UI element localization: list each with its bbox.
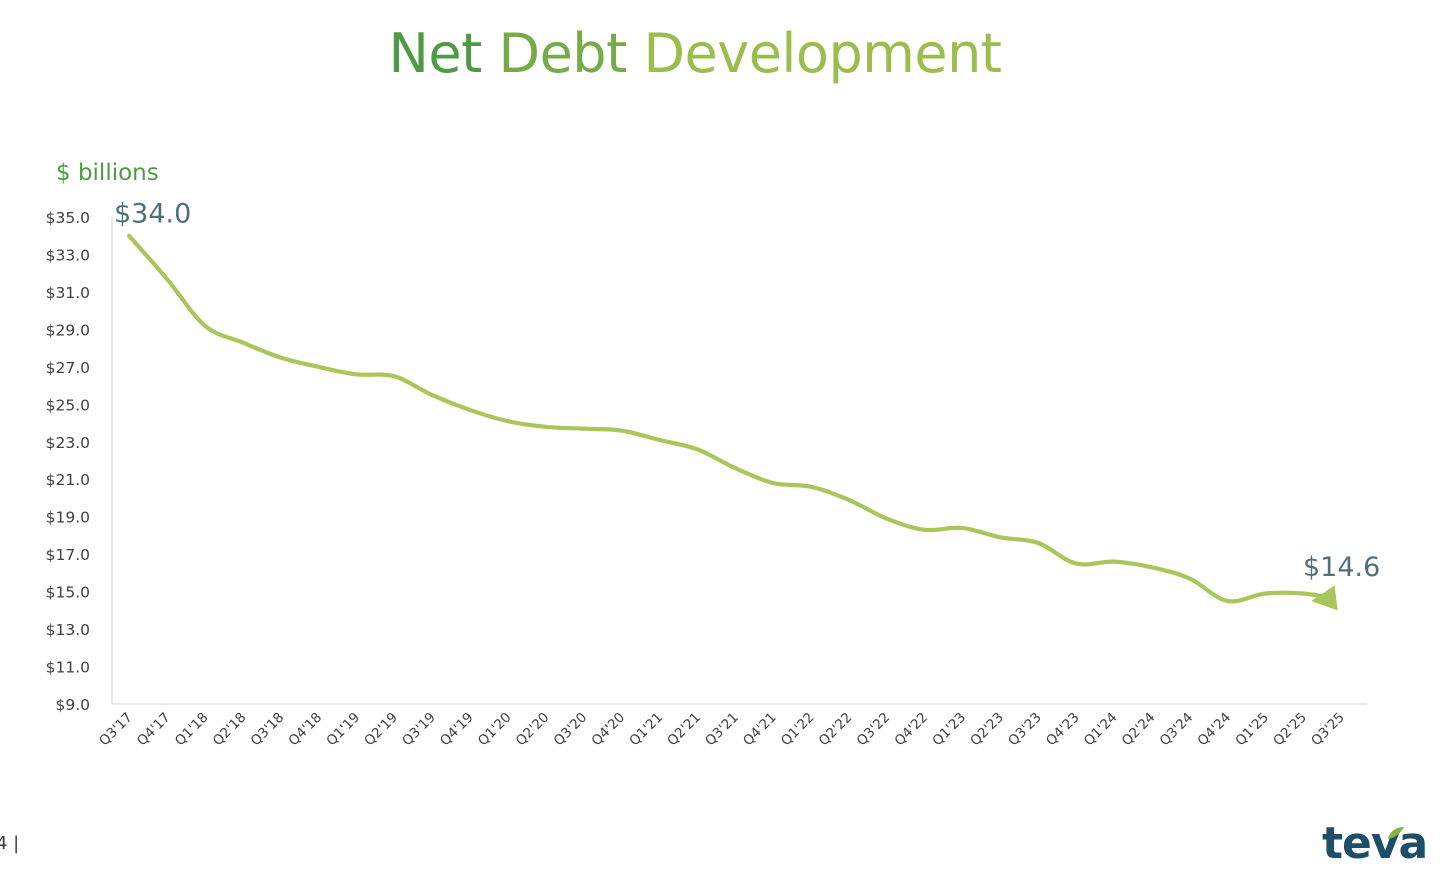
x-tick-label: Q2'19 [361, 710, 401, 750]
chart-axes [111, 217, 1367, 705]
title-word-2: Debt [498, 22, 628, 85]
annotations-group: $34.0 $14.6 [114, 199, 1380, 583]
x-tick-label: Q4'19 [437, 710, 477, 750]
x-tick-label: Q2'21 [664, 710, 704, 750]
x-tick-label: Q2'24 [1119, 710, 1159, 750]
logo-leaf-icon [1388, 827, 1404, 839]
teva-logo: teva [1322, 818, 1428, 869]
x-tick-label: Q4'22 [892, 710, 932, 750]
y-tick-label: $9.0 [55, 696, 90, 714]
title-word-3: Development [643, 22, 1002, 85]
x-tick-label: Q1'23 [929, 710, 969, 750]
x-tick-label: Q2'23 [967, 710, 1007, 750]
page-number: 4 | [0, 833, 20, 854]
y-tick-label: $35.0 [46, 209, 90, 227]
x-tick-label: Q2'25 [1270, 710, 1310, 750]
y-tick-label: $29.0 [46, 321, 90, 339]
net-debt-series-line [126, 233, 1338, 611]
x-tick-label: Q3'23 [1005, 710, 1045, 750]
y-axis-ticks: $9.0 $11.0 $13.0 $15.0 $17.0 $19.0 $21.0 $23.0 $… [46, 209, 90, 714]
x-tick-label: Q1'25 [1232, 710, 1272, 750]
y-tick-label: $31.0 [46, 284, 90, 302]
y-tick-label: $25.0 [46, 396, 90, 414]
y-tick-label: $21.0 [46, 471, 90, 489]
x-tick-label: Q3'25 [1308, 710, 1348, 750]
x-tick-label: Q3'19 [399, 710, 439, 750]
x-tick-label: Q2'18 [210, 710, 250, 750]
end-value-label: $14.6 [1303, 552, 1380, 583]
x-tick-label: Q3'21 [702, 710, 742, 750]
y-tick-label: $27.0 [46, 359, 90, 377]
y-axis-unit-label: $ billions [56, 160, 159, 186]
x-tick-label: Q2'20 [513, 710, 553, 750]
x-tick-label: Q3'17 [96, 710, 136, 750]
x-tick-label: Q4'24 [1195, 710, 1235, 750]
y-tick-label: $17.0 [46, 546, 90, 564]
x-axis-ticks: Q3'17Q4'17Q1'18Q2'18Q3'18Q4'18Q1'19Q2'19… [96, 710, 1348, 750]
x-tick-label: Q4'23 [1043, 710, 1083, 750]
start-value-label: $34.0 [114, 199, 191, 230]
x-tick-label: Q3'18 [248, 710, 288, 750]
x-tick-label: Q2'22 [816, 710, 856, 750]
x-tick-label: Q3'22 [854, 710, 894, 750]
x-tick-label: Q3'20 [551, 710, 591, 750]
series-group [126, 233, 1338, 611]
x-tick-label: Q4'17 [134, 710, 174, 750]
x-tick-label: Q4'21 [740, 710, 780, 750]
x-tick-label: Q4'18 [286, 710, 326, 750]
y-tick-label: $15.0 [46, 584, 90, 602]
x-tick-label: Q1'19 [323, 710, 363, 750]
title-word-1: Net [388, 22, 483, 85]
y-tick-label: $19.0 [46, 509, 90, 527]
x-tick-label: Q1'20 [475, 710, 515, 750]
x-tick-label: Q4'20 [589, 710, 629, 750]
x-tick-label: Q1'21 [626, 710, 666, 750]
y-tick-label: $11.0 [46, 659, 90, 677]
y-tick-label: $13.0 [46, 621, 90, 639]
x-tick-label: Q1'22 [778, 710, 818, 750]
y-tick-label: $23.0 [46, 434, 90, 452]
y-tick-label: $33.0 [46, 246, 90, 264]
x-tick-label: Q3'24 [1157, 710, 1197, 750]
chart-title: Net Debt Development [0, 22, 1390, 86]
x-tick-label: Q1'18 [172, 710, 212, 750]
x-tick-label: Q1'24 [1081, 710, 1121, 750]
